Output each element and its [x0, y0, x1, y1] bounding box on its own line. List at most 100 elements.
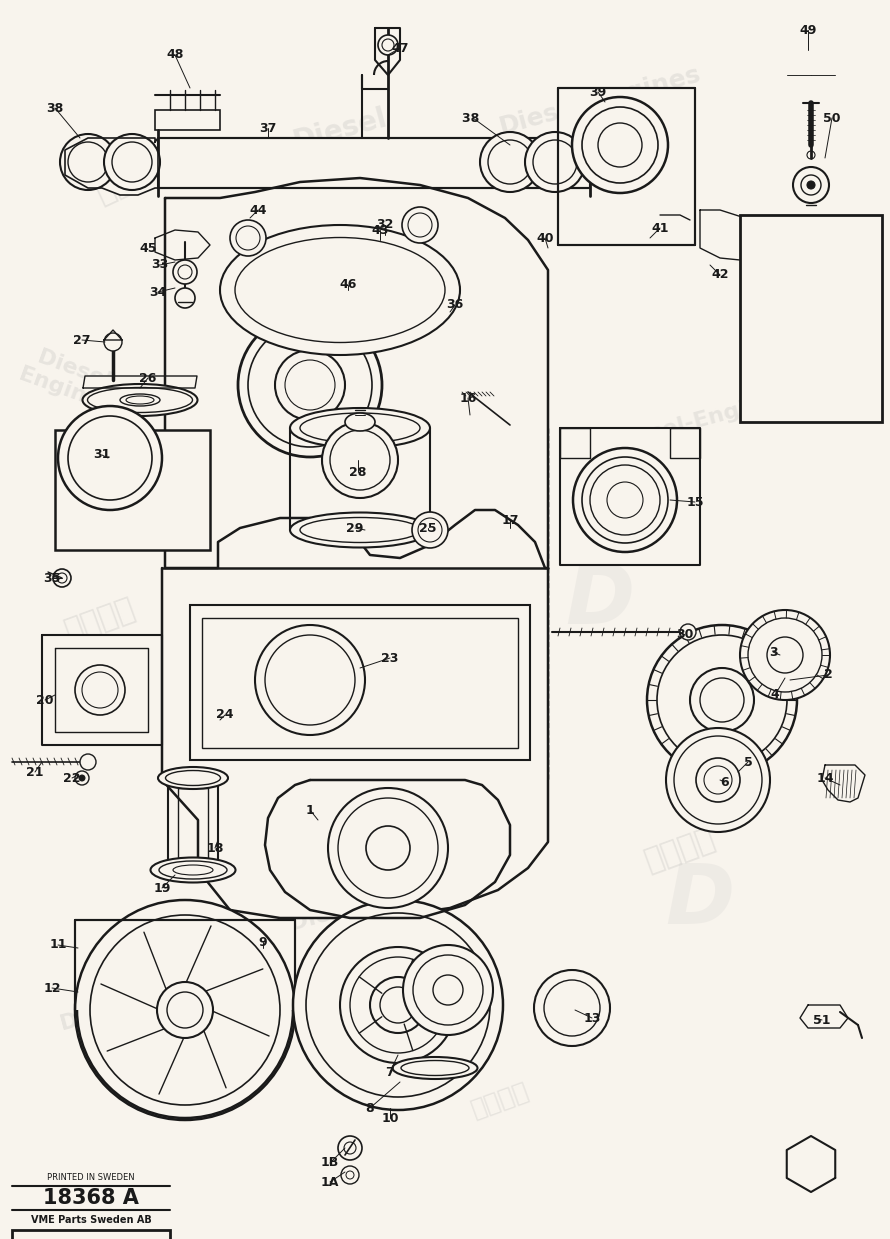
Circle shape [433, 975, 463, 1005]
Polygon shape [158, 138, 590, 188]
Text: 43: 43 [371, 223, 389, 237]
Ellipse shape [345, 413, 375, 431]
Text: 24: 24 [216, 709, 234, 721]
Text: 50: 50 [823, 112, 841, 124]
Text: 49: 49 [799, 24, 817, 36]
Circle shape [80, 755, 96, 769]
Text: 21: 21 [26, 766, 44, 778]
Polygon shape [155, 230, 210, 260]
Circle shape [58, 406, 162, 510]
Circle shape [740, 610, 830, 700]
Polygon shape [558, 88, 695, 245]
Circle shape [173, 260, 197, 284]
Circle shape [807, 181, 815, 190]
Text: 6: 6 [721, 776, 729, 788]
Text: 48: 48 [166, 48, 183, 62]
Circle shape [412, 512, 448, 548]
Text: 41: 41 [651, 222, 668, 234]
Circle shape [572, 97, 668, 193]
Text: 1B: 1B [321, 1156, 339, 1170]
Text: Diesel-Engines: Diesel-Engines [58, 966, 242, 1033]
Text: 2: 2 [823, 669, 832, 681]
Polygon shape [290, 427, 430, 530]
Circle shape [525, 133, 585, 192]
Text: 紫发动力: 紫发动力 [450, 323, 530, 377]
Text: 31: 31 [93, 449, 110, 461]
Text: D: D [666, 860, 734, 940]
Bar [740, 216, 882, 422]
Circle shape [328, 788, 448, 908]
Text: 42: 42 [711, 269, 729, 281]
Text: 紫发动力: 紫发动力 [441, 672, 519, 729]
Text: 紫发动力: 紫发动力 [61, 593, 139, 646]
Circle shape [403, 945, 493, 1035]
Circle shape [666, 729, 770, 833]
Text: 20: 20 [36, 694, 53, 706]
Polygon shape [560, 427, 700, 565]
Text: 3: 3 [769, 646, 777, 658]
Circle shape [402, 207, 438, 243]
Text: 39: 39 [589, 85, 607, 98]
Text: Diesel: Diesel [290, 104, 390, 156]
Text: 46: 46 [339, 279, 357, 291]
Text: 9: 9 [259, 935, 267, 949]
Bar [55, 430, 210, 550]
Text: 16: 16 [459, 392, 477, 404]
Circle shape [175, 287, 195, 309]
Circle shape [60, 134, 116, 190]
Text: 32: 32 [376, 218, 393, 232]
Polygon shape [660, 216, 690, 221]
Text: 1A: 1A [320, 1176, 339, 1188]
Ellipse shape [158, 767, 228, 789]
Text: 14: 14 [816, 772, 834, 784]
Circle shape [340, 947, 456, 1063]
Text: D: D [166, 259, 235, 341]
Polygon shape [75, 921, 295, 1010]
Text: VME Parts Sweden AB: VME Parts Sweden AB [30, 1215, 151, 1225]
Text: 33: 33 [151, 259, 168, 271]
Circle shape [647, 624, 797, 776]
Circle shape [238, 313, 382, 457]
Text: 22: 22 [63, 772, 81, 784]
Text: 28: 28 [349, 466, 367, 478]
Text: 13: 13 [583, 1011, 601, 1025]
Ellipse shape [83, 384, 198, 416]
Text: 12: 12 [44, 981, 61, 995]
Polygon shape [42, 636, 162, 745]
Text: 45: 45 [139, 242, 157, 254]
Text: 18368 A: 18368 A [43, 1188, 139, 1208]
Polygon shape [165, 178, 548, 567]
Text: 34: 34 [150, 285, 166, 299]
Text: 38: 38 [46, 102, 63, 114]
Circle shape [75, 900, 295, 1120]
Text: 紫发动力: 紫发动力 [641, 824, 719, 876]
Text: 27: 27 [73, 333, 91, 347]
Text: Diesel-Engines: Diesel-Engines [497, 62, 704, 139]
Polygon shape [162, 567, 548, 918]
Circle shape [293, 900, 503, 1110]
Bar [155, 110, 220, 130]
Text: 紫发动力: 紫发动力 [468, 1078, 532, 1121]
Circle shape [680, 624, 696, 641]
Polygon shape [822, 764, 865, 802]
Circle shape [696, 758, 740, 802]
Circle shape [230, 221, 266, 256]
Ellipse shape [392, 1057, 478, 1079]
Polygon shape [104, 330, 122, 339]
Polygon shape [375, 28, 400, 76]
Bar [190, 605, 530, 760]
Circle shape [104, 134, 160, 190]
Text: 4: 4 [771, 689, 780, 701]
Polygon shape [265, 781, 510, 918]
Text: 17: 17 [501, 513, 519, 527]
Polygon shape [800, 1005, 848, 1028]
Circle shape [157, 983, 213, 1038]
Circle shape [75, 665, 125, 715]
Text: 47: 47 [392, 41, 409, 55]
Polygon shape [65, 138, 158, 195]
Circle shape [255, 624, 365, 735]
Text: 8: 8 [366, 1101, 375, 1115]
Text: Diesel: Diesel [680, 621, 781, 680]
Polygon shape [362, 76, 388, 89]
Text: 44: 44 [249, 203, 267, 217]
